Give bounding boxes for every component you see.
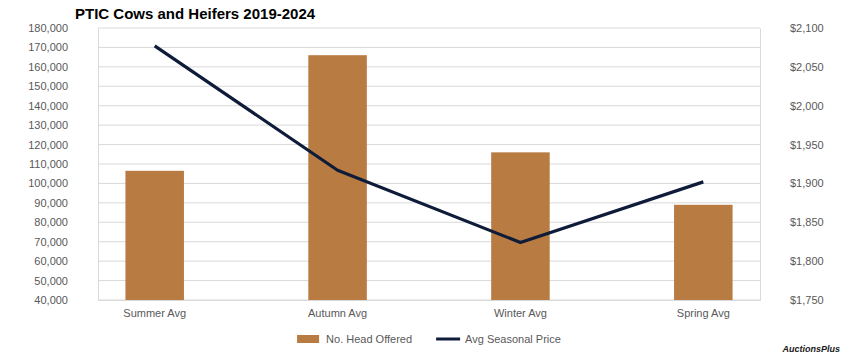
tick-label: 160,000 [28, 61, 68, 73]
bar [125, 171, 184, 300]
title: PTIC Cows and Heifers 2019-2024 [75, 5, 316, 22]
tick: 90,000 [34, 197, 98, 209]
tick: 130,000 [28, 119, 98, 131]
tick-label: Autumn Avg [308, 307, 367, 319]
legend-label: No. Head Offered [326, 333, 412, 345]
grid-line [98, 222, 760, 223]
grid-line [98, 280, 760, 281]
tick-label: $2,000 [790, 100, 824, 112]
tick: $1,900 [760, 177, 824, 189]
grid-line [98, 164, 760, 165]
tick-label: $1,800 [790, 255, 824, 267]
tick-label: 80,000 [34, 216, 68, 228]
grid-line [98, 47, 760, 48]
grid-line [98, 300, 760, 301]
tick: 70,000 [34, 236, 98, 248]
tick: 50,000 [34, 275, 98, 287]
grid-line [98, 261, 760, 262]
tick: 110,000 [29, 158, 98, 170]
legend-swatch [297, 335, 319, 343]
tick-label: 180,000 [28, 22, 68, 34]
tick: 120,000 [28, 139, 98, 151]
tick: $1,750 [760, 294, 824, 306]
tick-label: $1,900 [790, 177, 824, 189]
tick-label: Summer Avg [123, 307, 186, 319]
grid-line [98, 183, 760, 184]
tick-label: $2,050 [790, 61, 824, 73]
tick: 60,000 [34, 255, 98, 267]
tick-label: 120,000 [28, 139, 68, 151]
tick: $2,100 [760, 22, 824, 34]
grid-line [98, 28, 760, 29]
tick-label: $1,850 [790, 216, 824, 228]
grid-line [98, 66, 760, 67]
tick-label: 40,000 [34, 294, 68, 306]
tick: 170,000 [28, 41, 98, 53]
y-axis: 40,000 50,000 60,000 70,000 80,000 90,000 100,… [28, 22, 98, 306]
tick: Summer Avg [123, 300, 186, 319]
legend-label: Avg Seasonal Price [465, 333, 561, 345]
tick: Spring Avg [677, 300, 730, 319]
tick: 80,000 [34, 216, 98, 228]
plot-area [125, 46, 732, 300]
bar-series [125, 55, 732, 300]
tick: $1,800 [760, 255, 824, 267]
tick-label: Winter Avg [494, 307, 547, 319]
axis-line [99, 300, 761, 301]
grid-line [98, 105, 760, 106]
grid-line [98, 86, 760, 87]
chart: 40,000 50,000 60,000 70,000 80,000 90,000 100,… [0, 0, 852, 357]
tick-label: $1,750 [790, 294, 824, 306]
tick: Winter Avg [494, 300, 547, 319]
grid-line [98, 202, 760, 203]
tick-label: 130,000 [28, 119, 68, 131]
tick: 40,000 [34, 294, 98, 306]
tick-label: 140,000 [28, 100, 68, 112]
tick-label: 110,000 [29, 158, 68, 170]
legend: No. Head Offered Avg Seasonal Price [297, 333, 561, 345]
x-axis: Summer Avg Autumn Avg Winter Avg Spring Avg [99, 300, 761, 319]
tick: $1,850 [760, 216, 824, 228]
tick: $2,000 [760, 100, 824, 112]
axis-line [760, 29, 761, 301]
bar [491, 152, 550, 300]
legend-item: Avg Seasonal Price [436, 333, 561, 345]
line [155, 46, 704, 243]
axis-line [98, 29, 99, 301]
grid-line [98, 125, 760, 126]
tick-label: 60,000 [34, 255, 68, 267]
y2-axis: $1,750 $1,800 $1,850 $1,900 $1,950 $2,000 $2,0… [760, 22, 824, 306]
tick-label: 50,000 [34, 275, 68, 287]
bar [674, 205, 733, 300]
tick: 160,000 [28, 61, 98, 73]
tick: 180,000 [28, 22, 98, 34]
tick: Autumn Avg [308, 300, 367, 319]
tick-label: Spring Avg [677, 307, 730, 319]
tick-label: 70,000 [34, 236, 68, 248]
legend-item: No. Head Offered [297, 333, 412, 345]
tick-label: 150,000 [28, 80, 68, 92]
tick: $1,950 [760, 139, 824, 151]
tick: $2,050 [760, 61, 824, 73]
tick-label: $1,950 [790, 139, 824, 151]
tick: 100,000 [28, 177, 98, 189]
tick-label: 170,000 [28, 41, 68, 53]
tick-label: 100,000 [28, 177, 68, 189]
tick: 150,000 [28, 80, 98, 92]
tick-label: $2,100 [790, 22, 824, 34]
tick: 140,000 [28, 100, 98, 112]
grid-line [98, 144, 760, 145]
annotation: AuctionsPlus [781, 344, 840, 354]
legend-swatch [436, 338, 460, 341]
grid [98, 28, 760, 300]
tick-label: 90,000 [34, 197, 68, 209]
grid-line [98, 241, 760, 242]
